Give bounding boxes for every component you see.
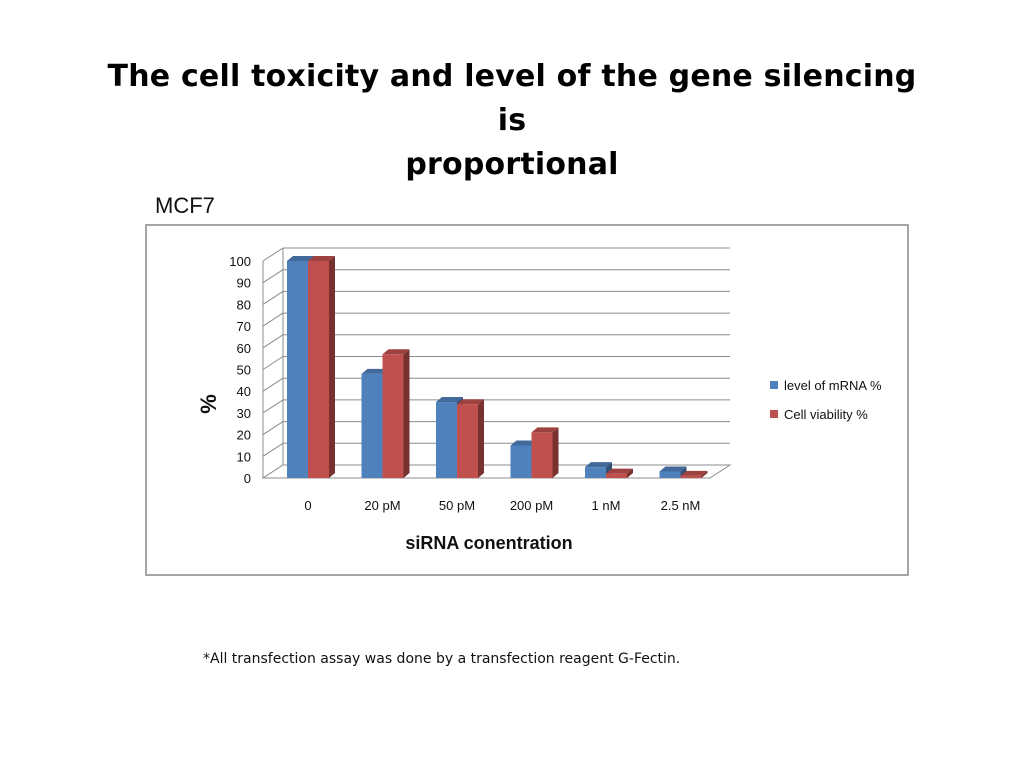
x-tick-label: 1 nM <box>592 498 621 513</box>
gridline-side <box>262 334 284 349</box>
y-tick-label: 100 <box>229 254 251 269</box>
bar-side <box>478 399 484 478</box>
bar-top <box>585 462 612 468</box>
gridline-side <box>262 290 284 305</box>
bar-top <box>457 399 484 405</box>
x-tick-label: 2.5 nM <box>661 498 701 513</box>
bar-top <box>659 466 687 472</box>
bar-top <box>436 397 463 403</box>
bar <box>606 473 627 478</box>
bar <box>531 432 553 478</box>
bar-top <box>531 427 559 433</box>
y-tick-label: 10 <box>237 449 251 464</box>
bar <box>436 402 457 478</box>
y-tick-label: 60 <box>237 341 251 356</box>
y-tick-label: 80 <box>237 297 251 312</box>
slide-title: The cell toxicity and level of the gene … <box>100 55 924 187</box>
x-tick-label: 0 <box>304 498 311 513</box>
bar <box>659 471 681 478</box>
slide-title-line-1: The cell toxicity and level of the gene … <box>107 59 917 138</box>
chart-cell-line-label: MCF7 <box>155 193 215 218</box>
bar-top <box>680 470 708 476</box>
bar-top <box>606 468 633 474</box>
gridline-side <box>262 399 284 414</box>
slide-title-line-2: proportional <box>405 147 619 182</box>
gridline-side <box>262 247 284 262</box>
y-tick-label: 40 <box>237 384 251 399</box>
gridline-side <box>262 421 284 436</box>
gridline-side <box>262 442 284 457</box>
bar <box>308 261 329 478</box>
y-tick-label: 70 <box>237 319 251 334</box>
bar-side <box>329 256 335 478</box>
bar-side <box>403 349 410 478</box>
y-tick-label: 20 <box>237 428 251 443</box>
bar-top <box>510 440 538 446</box>
y-tick-label: 0 <box>244 471 251 486</box>
x-tick-label: 200 pM <box>510 498 553 513</box>
bar-side <box>701 470 708 478</box>
legend-label: Cell viability % <box>784 407 868 422</box>
x-tick-label: 50 pM <box>439 498 475 513</box>
bar-top <box>361 368 389 374</box>
y-axis-title: % <box>196 394 221 414</box>
bar <box>361 373 383 478</box>
bar-top <box>308 256 335 261</box>
gridline-side <box>262 312 284 327</box>
gridline-side <box>262 377 284 392</box>
x-axis-title: siRNA conentration <box>405 533 572 553</box>
bar <box>457 404 478 478</box>
legend-swatch <box>770 381 778 389</box>
bar-side <box>627 468 633 478</box>
y-tick-label: 90 <box>237 276 251 291</box>
y-tick-label: 30 <box>237 406 251 421</box>
gridline-side <box>262 269 284 284</box>
bar-side <box>552 427 559 478</box>
bar <box>287 261 308 478</box>
gridline-side <box>262 356 284 370</box>
legend-swatch <box>770 410 778 418</box>
x-tick-label: 20 pM <box>364 498 400 513</box>
bar <box>585 467 606 478</box>
bar <box>382 354 404 478</box>
bar <box>680 475 702 478</box>
bar-top <box>287 256 314 261</box>
y-tick-label: 50 <box>237 363 251 378</box>
bar-top <box>382 349 410 355</box>
footnote: *All transfection assay was done by a tr… <box>203 651 681 667</box>
bar <box>510 445 532 478</box>
legend-label: level of mRNA % <box>784 378 882 393</box>
